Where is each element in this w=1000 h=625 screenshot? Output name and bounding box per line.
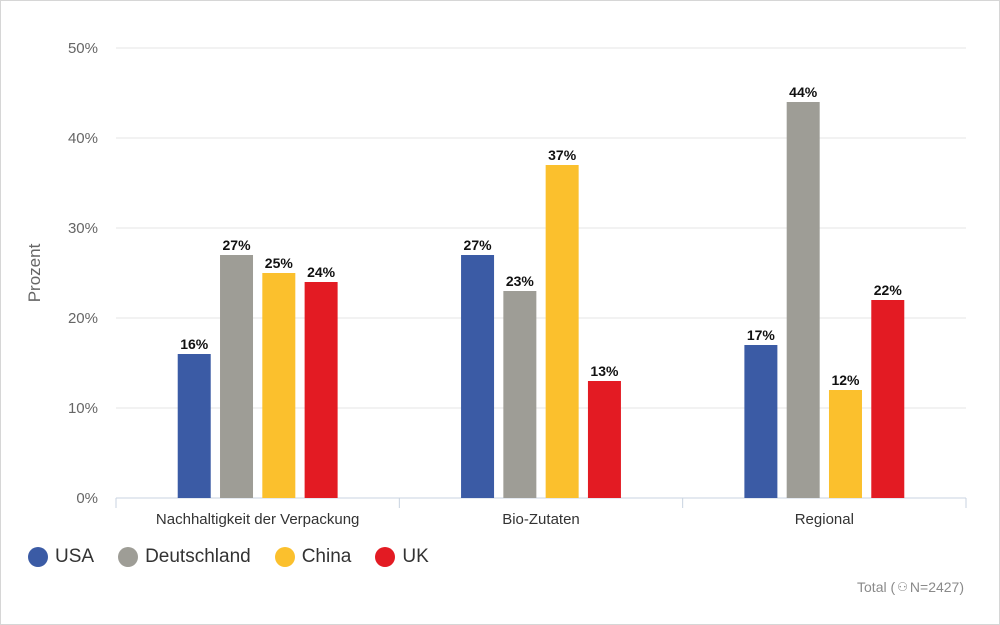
data-label: 27% [223, 237, 252, 253]
people-icon: ⚇ [897, 580, 908, 594]
legend-label-china: China [301, 546, 352, 567]
legend-swatch-deutschland [118, 547, 139, 567]
footer-suffix: N=2427) [909, 579, 964, 595]
legend-label-usa: USA [55, 546, 95, 567]
bar [220, 255, 254, 498]
legend-swatch-usa [28, 547, 48, 567]
data-label: 16% [180, 336, 209, 352]
y-tick-label: 20% [68, 310, 98, 327]
bar [587, 381, 621, 498]
bar [744, 345, 778, 498]
bar [304, 282, 338, 498]
bar [177, 354, 211, 498]
y-tick-label: 50% [68, 40, 98, 57]
x-category-label: Nachhaltigkeit der Verpackung [156, 511, 359, 528]
y-tick-label: 10% [68, 400, 98, 417]
sample-size-note: Total ( ⚇ N=2427) [857, 579, 964, 595]
data-label: 25% [265, 255, 294, 271]
y-axis-title: Prozent [25, 243, 44, 302]
data-label: 13% [590, 363, 619, 379]
bar [828, 390, 862, 498]
legend-swatch-china [274, 547, 295, 567]
bar [871, 300, 905, 498]
x-category-label: Regional [795, 511, 854, 528]
legend-swatch-uk [375, 547, 396, 567]
data-label: 44% [789, 84, 818, 100]
bar-chart: 0% 10% 20% 30% 40% 50% Prozent 16% 27% 25% 24% Nach… [25, 40, 967, 528]
y-tick-label: 0% [76, 490, 98, 507]
legend-item-usa[interactable]: USA [28, 546, 94, 568]
legend-item-uk[interactable]: UK [375, 546, 429, 568]
legend-label-deutschland: Deutschland [145, 546, 251, 567]
bar [461, 255, 495, 498]
bar [262, 273, 296, 498]
legend-item-deutschland[interactable]: Deutschland [118, 546, 251, 568]
data-label: 12% [831, 372, 860, 388]
x-category-label: Bio-Zutaten [502, 511, 580, 528]
data-label: 37% [548, 147, 577, 163]
y-tick-label: 40% [68, 130, 98, 147]
bar [786, 102, 820, 498]
legend: USA Deutschland China UK [28, 546, 453, 568]
legend-label-uk: UK [402, 546, 429, 567]
data-label: 27% [464, 237, 493, 253]
data-label: 24% [307, 264, 336, 280]
data-label: 22% [874, 282, 903, 298]
y-tick-label: 30% [68, 220, 98, 237]
data-label: 23% [506, 273, 535, 289]
bar [545, 165, 579, 498]
legend-item-china[interactable]: China [274, 546, 352, 568]
data-label: 17% [747, 327, 776, 343]
footer-prefix: Total ( [857, 579, 896, 595]
bar [503, 291, 537, 498]
